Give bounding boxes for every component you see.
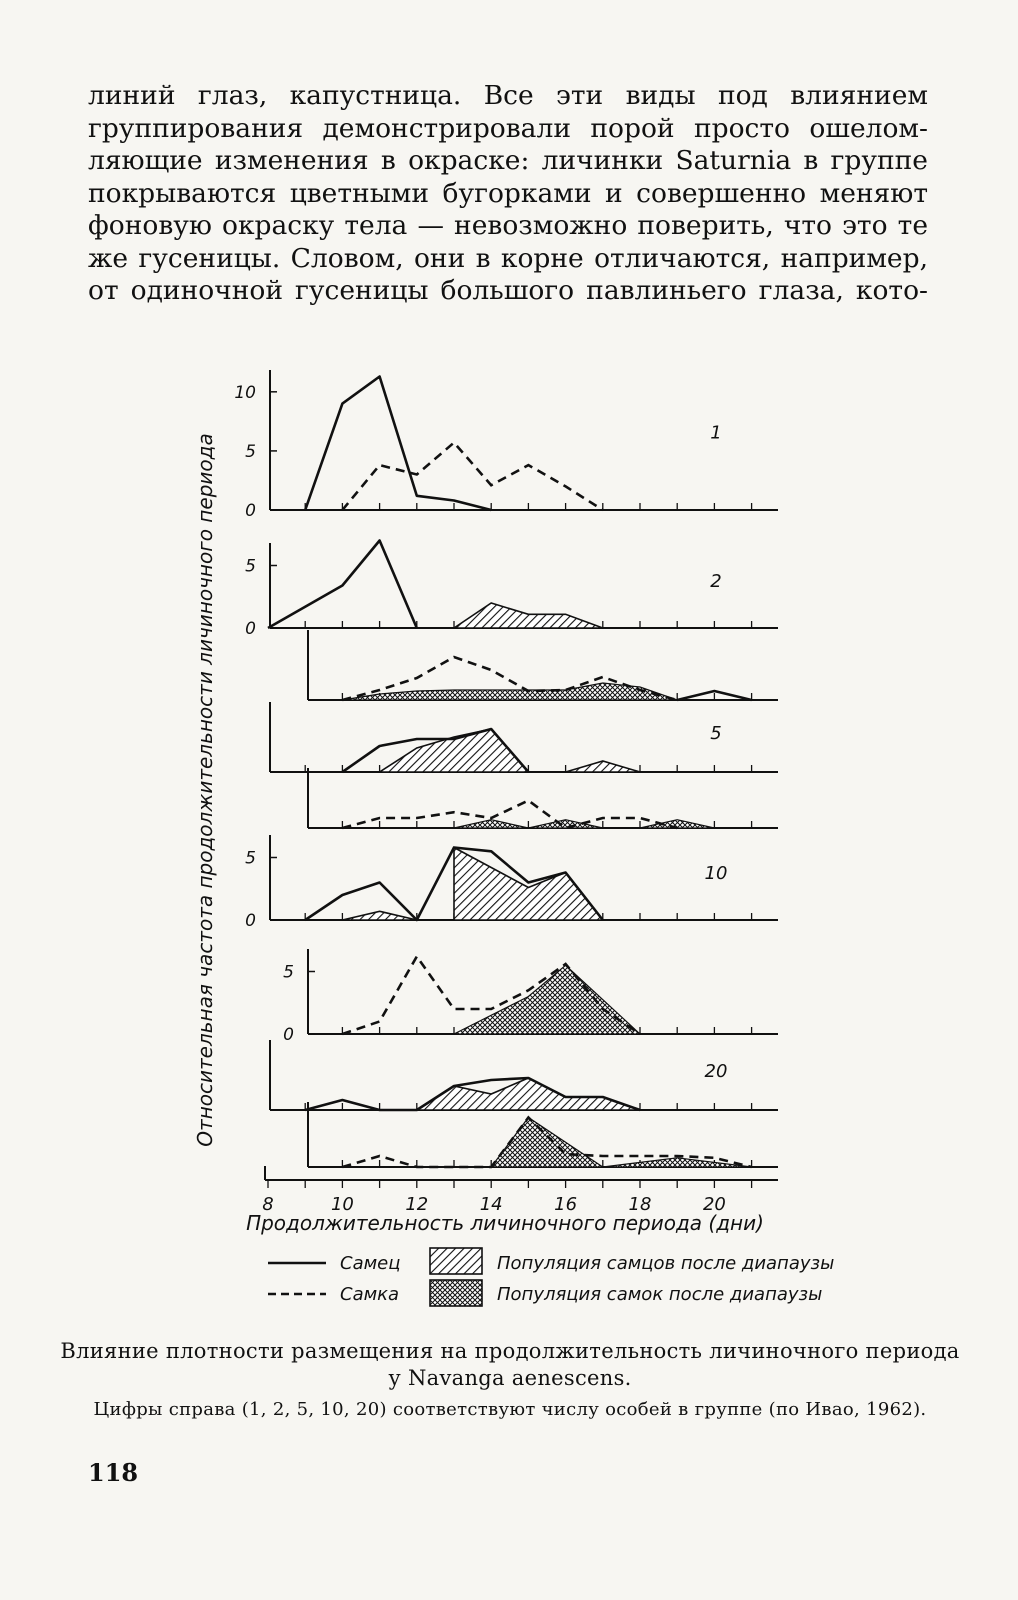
female-line (342, 655, 678, 702)
chart-panel-5 (307, 768, 778, 830)
group-size-label: 10 (705, 863, 728, 884)
female-population-area (453, 964, 642, 1035)
chart-panel-4: 5 (269, 702, 778, 774)
y-tick-label: 5 (283, 963, 294, 983)
text-line: покрываются цветными бугорками и соверше… (88, 177, 928, 209)
male-population-area (376, 728, 531, 773)
caption-title: Влияние плотности размещения на продолжи… (60, 1339, 960, 1390)
text-line: от одиночной гусеницы большого павлиньег… (88, 275, 928, 306)
female-line (342, 1115, 752, 1169)
y-tick-label: 0 (245, 501, 256, 521)
x-tick-label: 16 (554, 1194, 577, 1215)
figure-caption: Влияние плотности размещения на продолжи… (60, 1338, 960, 1421)
male-line (341, 727, 530, 774)
text-line: группирования демонстрировали порой прос… (88, 112, 928, 144)
x-tick-label: 8 (262, 1194, 273, 1215)
male-line (304, 846, 604, 922)
male-line (303, 375, 492, 512)
body-text: линий глаз, капустница. Все эти виды под… (88, 80, 928, 308)
chart-panel-9 (307, 1102, 778, 1169)
x-tick-label: 20 (703, 1194, 726, 1215)
male-line (676, 689, 752, 702)
y-tick-label: 0 (245, 619, 256, 639)
male-population-area (453, 846, 605, 921)
chart-panel-6: 0 5 10 (245, 835, 778, 931)
legend-cross-swatch (429, 1279, 483, 1307)
text-line: фоновую окраску тела — невозможно повери… (88, 210, 928, 241)
page-number: 118 (88, 1458, 139, 1487)
x-tick-label: 18 (629, 1194, 652, 1215)
chart-panel-1: 0 5 10 1 (234, 370, 778, 521)
male-line (304, 1076, 641, 1112)
legend-label-female_pop: Популяция самок после диапаузы (497, 1284, 822, 1305)
group-size-label: 5 (710, 723, 721, 744)
y-axis-title: Относительная частота продолжительности … (193, 433, 217, 1146)
female-line (342, 798, 678, 830)
male-line (267, 539, 418, 630)
x-tick-label: 12 (405, 1194, 428, 1215)
y-tick-label: 5 (245, 442, 256, 462)
group-size-label: 2 (710, 571, 721, 592)
legend-label-male: Самец (340, 1253, 401, 1274)
female-line (341, 954, 641, 1036)
chart-panel-7: 05 (283, 949, 778, 1045)
text-line: ляющие изменения в окраске: личинки Satu… (88, 145, 928, 176)
group-size-label: 1 (710, 423, 721, 444)
legend-diagonal-swatch (429, 1247, 483, 1275)
x-axis-title: Продолжительность личиночного периода (д… (246, 1211, 764, 1235)
chart-panel-2: 0 5 2 (245, 539, 778, 639)
y-tick-label: 10 (234, 383, 256, 403)
legend-label-female: Самка (340, 1284, 399, 1305)
female-population-area (489, 1116, 752, 1168)
x-tick-label: 14 (480, 1194, 503, 1215)
chart-panel-3 (307, 630, 778, 702)
y-tick-label: 0 (283, 1025, 294, 1045)
male-population-area (342, 910, 417, 921)
female-line (341, 440, 604, 512)
text-line: же гусеницы. Словом, они в корне отличаю… (88, 242, 928, 274)
y-tick-label: 5 (245, 849, 256, 869)
caption-note: Цифры справа (1, 2, 5, 10, 20) соответст… (93, 1399, 927, 1420)
x-tick-label: 10 (331, 1194, 354, 1215)
chart-panel-8: 20 (269, 1040, 778, 1112)
male-population-area (451, 602, 604, 629)
group-size-label: 20 (705, 1061, 728, 1082)
y-tick-label: 5 (245, 557, 256, 577)
male-population-area (414, 1077, 641, 1111)
text-line: линий глаз, капустница. Все эти виды под… (88, 80, 928, 111)
male-population-area (565, 760, 641, 773)
y-tick-label: 0 (245, 911, 256, 931)
legend-label-male_pop: Популяция самцов после диапаузы (497, 1253, 834, 1274)
